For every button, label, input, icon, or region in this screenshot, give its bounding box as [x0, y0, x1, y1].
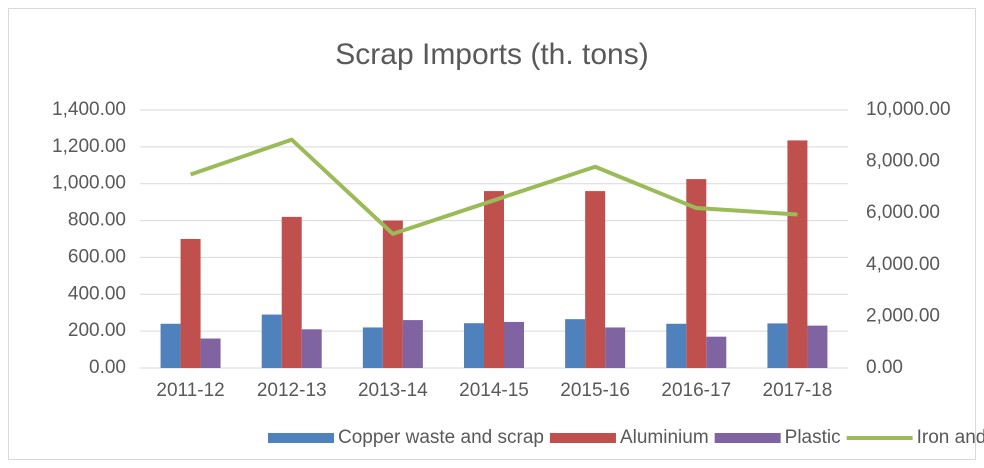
y-tick-label: 600.00: [68, 246, 126, 267]
bar: [504, 321, 524, 368]
bar: [382, 220, 403, 368]
x-tick-label: 2016-17: [661, 380, 731, 401]
bar: [686, 179, 707, 368]
bar: [666, 323, 687, 368]
bar: [281, 216, 302, 368]
y2-tick-label: 10,000.00: [866, 99, 951, 120]
bar: [301, 329, 322, 368]
x-tick-label: 2014-15: [459, 380, 529, 401]
y-tick-label: 1,400.00: [52, 99, 126, 120]
x-tick-label: 2015-16: [560, 380, 630, 401]
legend-label: Iron and Steel: [917, 427, 984, 448]
bar: [787, 140, 808, 368]
y2-tick-label: 0.00: [866, 357, 903, 378]
legend-swatch: [549, 433, 616, 443]
legend-label: Plastic: [785, 427, 841, 448]
legend-swatch: [714, 433, 781, 443]
y2-tick-label: 6,000.00: [866, 202, 940, 223]
chart-title: Scrap Imports (th. tons): [335, 38, 648, 71]
bar: [180, 239, 201, 368]
bar: [160, 323, 181, 368]
bar: [402, 320, 423, 368]
legend-swatch: [268, 433, 334, 443]
bar: [807, 325, 828, 368]
bar: [767, 323, 788, 368]
x-tick-label: 2017-18: [763, 380, 833, 401]
bar: [706, 336, 727, 368]
legend-label: Copper waste and scrap: [338, 427, 544, 448]
bar: [585, 191, 606, 368]
y-tick-label: 800.00: [68, 210, 126, 231]
x-tick-label: 2013-14: [358, 380, 428, 401]
y-tick-label: 1,200.00: [52, 136, 126, 157]
bar: [362, 327, 383, 368]
y2-tick-label: 2,000.00: [866, 305, 940, 326]
x-tick-label: 2011-12: [156, 380, 224, 401]
bar: [605, 327, 626, 368]
y-tick-label: 200.00: [68, 320, 126, 341]
bar: [565, 319, 586, 368]
legend-label: Aluminium: [620, 427, 709, 448]
bar: [464, 323, 484, 368]
y2-tick-label: 4,000.00: [866, 254, 940, 275]
y-tick-label: 0.00: [89, 357, 126, 378]
y2-tick-label: 8,000.00: [866, 151, 940, 172]
x-tick-label: 2012-13: [257, 380, 327, 401]
bar: [200, 338, 221, 368]
line-series: [189, 137, 798, 236]
y-tick-label: 400.00: [68, 283, 126, 304]
bar: [261, 314, 282, 368]
y-tick-label: 1,000.00: [52, 173, 126, 194]
bar: [484, 191, 504, 368]
